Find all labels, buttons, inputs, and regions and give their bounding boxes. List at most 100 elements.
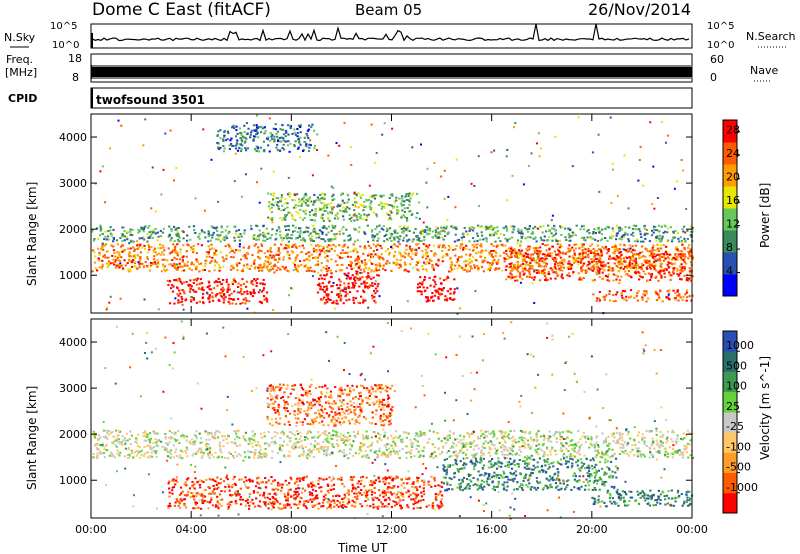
range-cell [276,130,279,133]
range-cell [248,245,251,248]
range-cell [456,312,459,315]
range-cell [465,253,468,256]
range-cell [321,231,324,234]
range-cell [371,235,374,238]
range-cell [138,237,141,240]
range-cell [453,291,456,294]
range-cell [362,300,365,303]
range-cell [222,150,226,153]
range-cell [526,269,529,272]
range-cell [567,268,570,271]
range-cell [661,441,664,444]
range-cell [549,277,552,280]
range-cell [257,443,260,446]
range-cell [202,128,205,131]
range-cell [543,273,546,276]
range-cell [285,235,288,238]
range-cell [601,271,604,274]
range-cell [452,227,455,229]
range-cell [531,232,534,235]
range-cell [322,441,325,443]
range-cell [305,436,308,439]
range-cell [299,435,302,438]
range-cell [599,249,602,252]
range-cell [306,134,309,137]
range-cell [93,444,96,447]
range-cell [519,244,522,247]
range-cell [408,203,411,206]
range-cell [157,263,160,266]
range-cell [151,236,154,239]
range-cell [366,216,369,219]
range-cell [668,292,671,295]
range-cell [299,126,302,128]
range-cell [114,255,117,258]
range-cell [510,256,513,258]
range-cell [141,246,144,249]
range-cell [325,267,328,270]
range-cell [288,124,291,127]
range-cell [521,258,524,261]
range-cell [202,452,205,455]
range-cell [104,201,106,204]
range-cell [384,203,387,206]
range-cell [441,260,444,263]
range-cell [177,240,180,243]
range-cell [616,194,619,197]
range-cell [416,290,419,293]
range-cell [291,199,294,202]
range-cell [348,214,351,217]
range-cell [580,225,584,228]
range-cell [590,243,594,246]
range-cell [636,292,639,295]
range-cell [356,218,359,221]
range-cell [242,282,245,285]
range-cell [376,456,379,459]
range-cell [643,443,646,445]
range-cell [94,267,98,270]
range-cell [342,232,345,235]
range-cell [180,300,184,303]
range-cell [384,262,388,265]
range-cell [678,278,682,281]
range-cell [278,137,282,139]
range-cell [633,249,636,252]
range-cell [175,167,178,169]
range-cell [265,296,268,299]
range-cell [308,454,311,457]
range-cell [654,269,658,272]
range-cell [391,194,394,197]
range-cell [621,439,624,442]
range-cell [238,146,241,149]
range-cell [482,270,485,273]
range-cell [144,434,147,437]
range-cell [613,257,616,260]
range-cell [302,231,305,234]
range-cell [302,259,306,262]
range-cell [386,260,389,263]
range-cell [681,266,684,269]
range-cell [307,137,310,139]
range-cell [624,273,628,276]
colorbar-tick-label: 28 [726,124,740,137]
range-cell [387,447,391,450]
range-cell [572,259,575,262]
range-cell [613,262,616,265]
range-cell [576,260,579,263]
range-cell [597,254,600,257]
range-cell [474,290,477,293]
range-cell [217,263,220,266]
range-cell [571,246,574,249]
range-cell [334,430,337,433]
range-cell [327,154,330,157]
range-cell [173,302,176,305]
range-cell [277,226,280,229]
range-cell [377,255,380,258]
range-cell [120,441,123,444]
range-cell [631,262,634,265]
range-cell [504,237,507,240]
range-cell [422,254,425,257]
range-cell [91,230,94,233]
range-cell [466,260,469,263]
range-cell [514,267,517,270]
